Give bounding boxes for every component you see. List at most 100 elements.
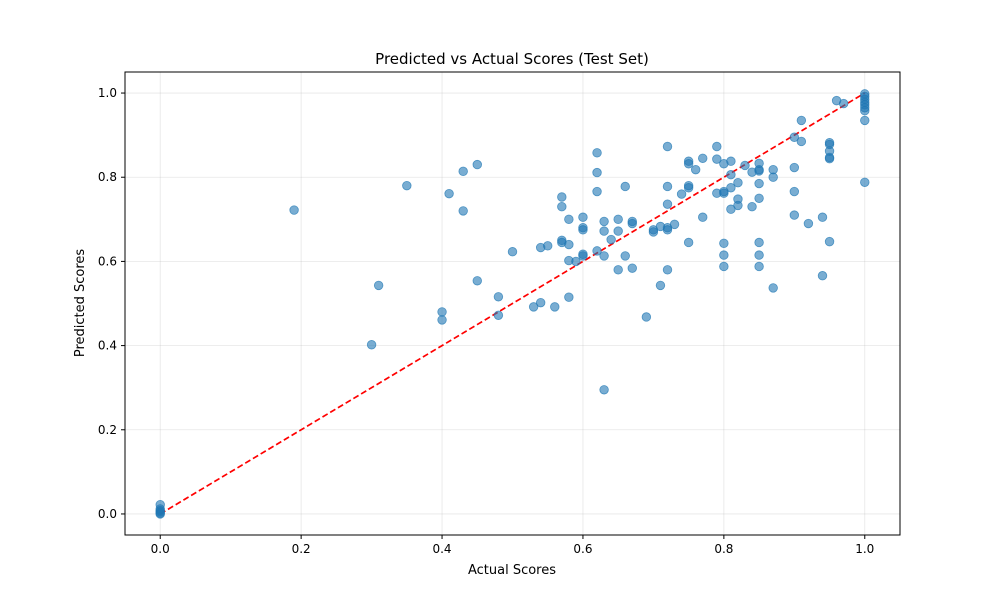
data-point-74 <box>690 164 701 175</box>
data-point-16 <box>472 276 482 286</box>
data-point-11 <box>437 315 447 325</box>
data-point-101 <box>754 237 764 248</box>
data-point-13 <box>458 166 468 177</box>
data-point-73 <box>683 237 694 248</box>
data-points <box>155 89 870 519</box>
data-point-26 <box>557 201 567 212</box>
data-point-102 <box>754 250 764 260</box>
data-point-84 <box>719 250 729 260</box>
data-point-112 <box>796 136 807 147</box>
data-point-47 <box>606 234 616 245</box>
data-point-58 <box>648 227 659 237</box>
x-axis-ticks: 0.0 0.2 0.4 0.6 0.8 1.0 <box>151 535 874 556</box>
data-point-54 <box>627 218 637 229</box>
y-tick-label-3: 0.6 <box>98 254 117 268</box>
data-point-36 <box>578 225 588 235</box>
data-point-100 <box>754 193 764 203</box>
data-point-5 <box>155 499 165 510</box>
data-point-50 <box>613 265 623 275</box>
data-point-111 <box>796 115 807 126</box>
data-point-25 <box>557 192 567 202</box>
y-tick-label-0: 0.0 <box>98 507 117 521</box>
data-point-105 <box>768 172 778 182</box>
y-tick-label-1: 0.2 <box>98 423 117 437</box>
data-point-130 <box>860 106 870 116</box>
data-point-115 <box>817 271 828 281</box>
y-axis-label: Predicted Scores <box>73 249 88 358</box>
data-point-70 <box>683 159 694 169</box>
data-point-34 <box>578 212 588 222</box>
data-point-45 <box>599 251 609 261</box>
data-point-62 <box>662 181 673 192</box>
data-point-67 <box>669 219 680 230</box>
data-point-7 <box>366 340 377 350</box>
data-point-29 <box>564 214 574 225</box>
x-tick-label-5: 1.0 <box>855 542 874 556</box>
data-point-19 <box>507 247 518 257</box>
data-point-78 <box>712 154 722 164</box>
data-point-56 <box>641 312 652 322</box>
data-point-43 <box>599 216 609 227</box>
data-point-106 <box>768 283 778 293</box>
data-point-66 <box>662 265 673 275</box>
data-point-55 <box>627 263 637 273</box>
data-point-68 <box>676 189 687 199</box>
data-point-14 <box>458 206 468 216</box>
data-point-86 <box>726 156 736 166</box>
data-point-87 <box>726 170 736 180</box>
data-point-18 <box>493 310 504 320</box>
data-point-38 <box>578 251 588 261</box>
data-point-9 <box>402 180 412 191</box>
x-tick-label-1: 0.2 <box>292 542 311 556</box>
data-point-82 <box>719 188 729 198</box>
data-point-41 <box>592 186 602 197</box>
data-point-52 <box>620 251 630 261</box>
data-point-23 <box>543 241 553 251</box>
data-point-44 <box>599 226 609 236</box>
data-point-60 <box>655 280 666 291</box>
data-point-88 <box>726 183 736 193</box>
data-point-10 <box>437 307 447 317</box>
data-point-51 <box>620 181 630 192</box>
x-tick-label-3: 0.6 <box>573 542 592 556</box>
data-point-42 <box>592 246 602 256</box>
data-point-85 <box>719 261 729 272</box>
data-point-65 <box>662 225 673 235</box>
y-tick-label-4: 0.8 <box>98 170 117 184</box>
data-point-15 <box>472 159 482 170</box>
data-point-6 <box>289 205 299 215</box>
x-tick-label-2: 0.4 <box>432 542 451 556</box>
data-point-93 <box>740 160 750 171</box>
data-point-107 <box>789 132 800 142</box>
data-point-77 <box>712 141 722 152</box>
data-point-49 <box>613 226 623 236</box>
data-point-24 <box>550 302 560 312</box>
data-point-61 <box>662 141 673 152</box>
data-point-75 <box>698 153 708 163</box>
data-point-92 <box>733 200 743 211</box>
data-point-95 <box>747 201 757 212</box>
data-point-17 <box>493 292 504 302</box>
data-point-114 <box>817 212 828 222</box>
data-point-12 <box>444 188 454 199</box>
data-point-40 <box>592 167 602 178</box>
data-point-98 <box>754 166 764 176</box>
y-tick-label-5: 1.0 <box>98 86 117 100</box>
data-point-8 <box>373 280 384 291</box>
data-point-123 <box>838 98 849 109</box>
x-tick-label-4: 0.8 <box>714 542 733 556</box>
data-point-76 <box>698 212 708 222</box>
data-point-33 <box>571 256 581 267</box>
data-point-63 <box>662 199 673 209</box>
data-point-90 <box>733 177 743 188</box>
data-point-121 <box>824 236 835 247</box>
plot-frame <box>124 71 901 536</box>
data-point-46 <box>599 385 609 395</box>
data-point-21 <box>535 297 546 308</box>
reference-line-group <box>159 92 866 515</box>
data-point-108 <box>789 162 800 173</box>
reference-line <box>159 92 866 515</box>
chart-title: Predicted vs Actual Scores (Test Set) <box>375 50 649 68</box>
data-point-30 <box>564 239 574 250</box>
